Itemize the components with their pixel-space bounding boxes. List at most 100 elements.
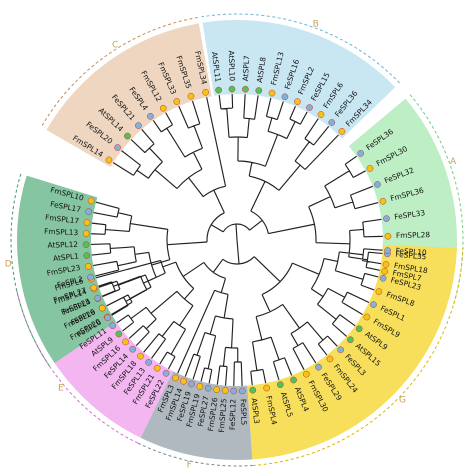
leaf-marker [375,288,383,295]
clade-band-b [202,19,396,139]
leaf-marker [255,87,263,94]
gene-label: AtSPL3 [250,398,262,425]
leaf-marker [213,386,220,393]
leaf-marker [215,86,222,94]
gene-label: AtSPL7 [241,55,251,82]
leaf-marker [82,241,90,248]
leaf-marker [230,387,238,395]
leaf-marker [355,325,363,333]
leaf-marker [105,156,113,164]
leaf-marker [147,112,154,120]
gene-label: FmSPL17 [45,213,80,226]
clade-letter-e: E [58,383,64,393]
clade-arc-f [137,442,253,467]
leaf-marker [326,355,334,363]
gene-label: AtSPL8 [255,56,268,83]
leaf-marker [202,88,209,96]
leaf-markers [82,85,392,395]
leaf-marker [357,150,365,157]
clade-arc-b [201,13,400,84]
leaf-marker [366,165,374,172]
leaf-marker [85,208,93,216]
leaf-marker [382,261,390,268]
branch-lines [91,94,383,386]
leaf-marker [338,128,346,135]
leaf-marker [263,384,271,392]
leaf-marker [90,284,98,292]
gene-label: AtSPL10 [227,50,237,81]
leaf-marker [204,384,212,392]
leaf-marker [87,197,95,205]
clade-letters: A G F E D C B [5,19,457,470]
gene-label: FmSPL25 [217,398,229,433]
clade-letter-a: A [450,157,457,167]
tree-branches [91,94,383,386]
gene-label: FeSPL33 [394,208,426,221]
leaf-marker [384,247,391,254]
leaf-marker [172,374,179,382]
leaf-marker [306,104,313,111]
leaf-marker [188,380,195,388]
leaf-marker [328,119,336,126]
leaf-marker [159,104,167,112]
gene-label: FmSPL13 [44,227,79,237]
leaf-marker [384,232,392,240]
leaf-marker [187,92,195,100]
clade-letter-d: D [5,260,12,270]
leaf-marker [115,330,123,338]
gene-label: FeSPL12 [228,399,238,430]
leaf-marker [370,301,377,308]
clade-letter-c: C [112,40,118,50]
leaf-marker [290,376,297,384]
gene-label: AtSPL12 [47,240,78,250]
leaf-marker [87,273,95,281]
gene-label: AtSPL11 [210,51,223,83]
clade-arc-g [252,247,464,466]
leaf-marker [281,93,289,101]
leaf-marker [228,85,236,93]
leaf-marker [94,294,101,302]
leaf-marker [249,386,257,394]
leaf-marker [268,89,276,97]
gene-label: FeSPL5 [239,399,249,426]
leaf-marker [337,346,344,354]
leaf-marker [104,314,111,322]
leaf-marker [83,252,91,259]
leaf-marker [109,322,117,330]
leaf-marker [294,98,301,105]
leaf-marker [129,345,137,353]
leaf-marker [238,387,246,395]
leaf-marker [135,122,142,129]
leaf-marker [242,85,249,93]
gene-label: FeSPL35 [395,250,427,262]
clade-letter-f: F [187,460,192,470]
leaf-marker [137,352,144,360]
gene-label: AtSPL1 [53,251,80,263]
clade-arc-c [40,16,198,128]
leaf-marker [196,383,204,390]
leaf-marker [363,313,371,321]
clade-arc-e [16,290,139,444]
leaf-marker [173,98,181,105]
leaf-marker [383,215,390,222]
gene-label: FmSPL28 [396,230,431,240]
leaf-marker [317,111,325,118]
leaf-marker [276,381,284,389]
leaf-marker [83,219,91,226]
leaf-marker [122,338,129,346]
leaf-marker [381,268,389,275]
gene-label: FeSPL10 [395,246,427,257]
clade-arc-d [10,173,51,367]
leaf-marker [162,369,170,377]
clade-color-bands [16,19,457,460]
leaf-marker [302,370,310,378]
leaf-marker [379,197,387,205]
leaf-marker [180,377,187,385]
clade-band-c [46,23,212,167]
clade-letter-g: G [399,395,406,405]
leaf-marker [98,304,106,312]
leaf-marker [114,144,121,151]
leaf-marker [374,181,381,188]
leaf-marker [82,230,90,237]
